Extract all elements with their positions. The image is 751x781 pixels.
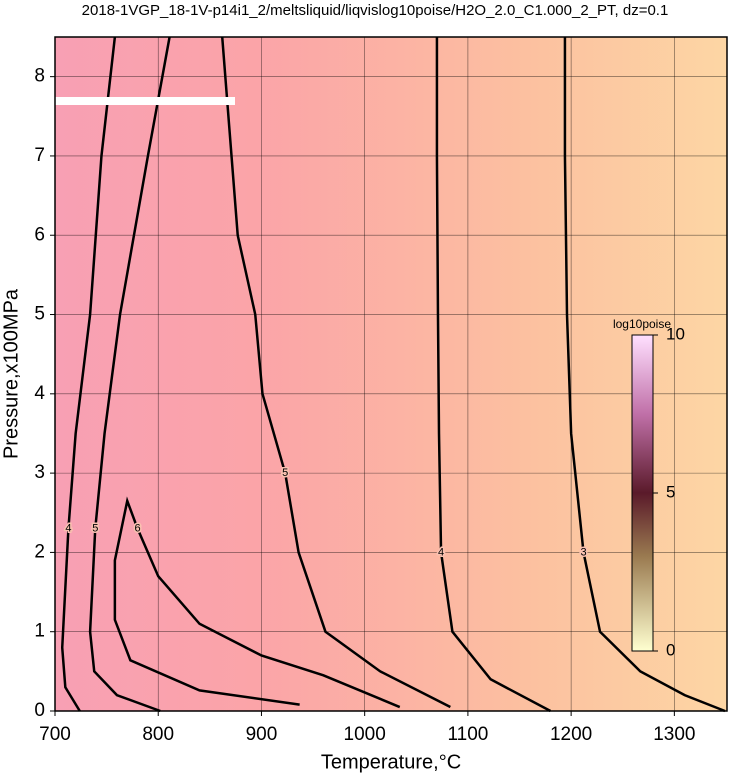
x-tick-label: 800	[142, 724, 174, 745]
colorbar-tick-label: 0	[666, 640, 675, 659]
x-axis-label: Temperature,°C	[321, 751, 461, 773]
contour-label: 4	[65, 523, 71, 535]
y-tick-label: 4	[34, 383, 45, 404]
chart-title: 2018-1VGP_18-1V-p14i1_2/meltsliquid/liqv…	[82, 2, 669, 19]
x-tick-label: 1000	[344, 724, 386, 745]
y-tick-label: 7	[34, 145, 45, 166]
contour-line	[113, 496, 401, 709]
y-tick-label: 3	[34, 462, 45, 483]
plot-frame	[54, 36, 728, 712]
contour-line	[563, 37, 726, 713]
contour-line	[88, 36, 171, 713]
y-axis-label: Pressure,x100MPa	[0, 288, 22, 459]
contour-line	[435, 37, 552, 713]
x-tick-label: 900	[246, 724, 278, 745]
contour-label: 4	[438, 546, 444, 558]
colorbar	[631, 334, 654, 652]
y-tick-label: 8	[34, 66, 45, 87]
x-tick-label: 700	[39, 724, 71, 745]
colorbar-tick-label: 5	[666, 482, 675, 501]
y-tick-label: 0	[34, 700, 45, 721]
colorbar-title: log10poise	[613, 317, 671, 331]
y-tick-label: 6	[34, 224, 45, 245]
y-tick-label: 5	[34, 304, 45, 325]
contour-line	[60, 36, 117, 712]
contour-label: 5	[282, 467, 288, 479]
contour-label: 5	[92, 523, 98, 535]
blank-band	[55, 97, 235, 105]
colorbar-tick-label: 10	[666, 324, 685, 343]
y-tick-label: 2	[34, 541, 45, 562]
y-tick-label: 1	[34, 621, 45, 642]
plot-background	[55, 37, 727, 711]
contour-label: 3	[580, 546, 586, 558]
contour-line	[220, 36, 451, 709]
x-tick-label: 1100	[447, 724, 488, 745]
contour-label: 6	[135, 523, 141, 535]
x-tick-label: 1200	[550, 724, 592, 745]
x-tick-label: 1300	[653, 724, 695, 745]
